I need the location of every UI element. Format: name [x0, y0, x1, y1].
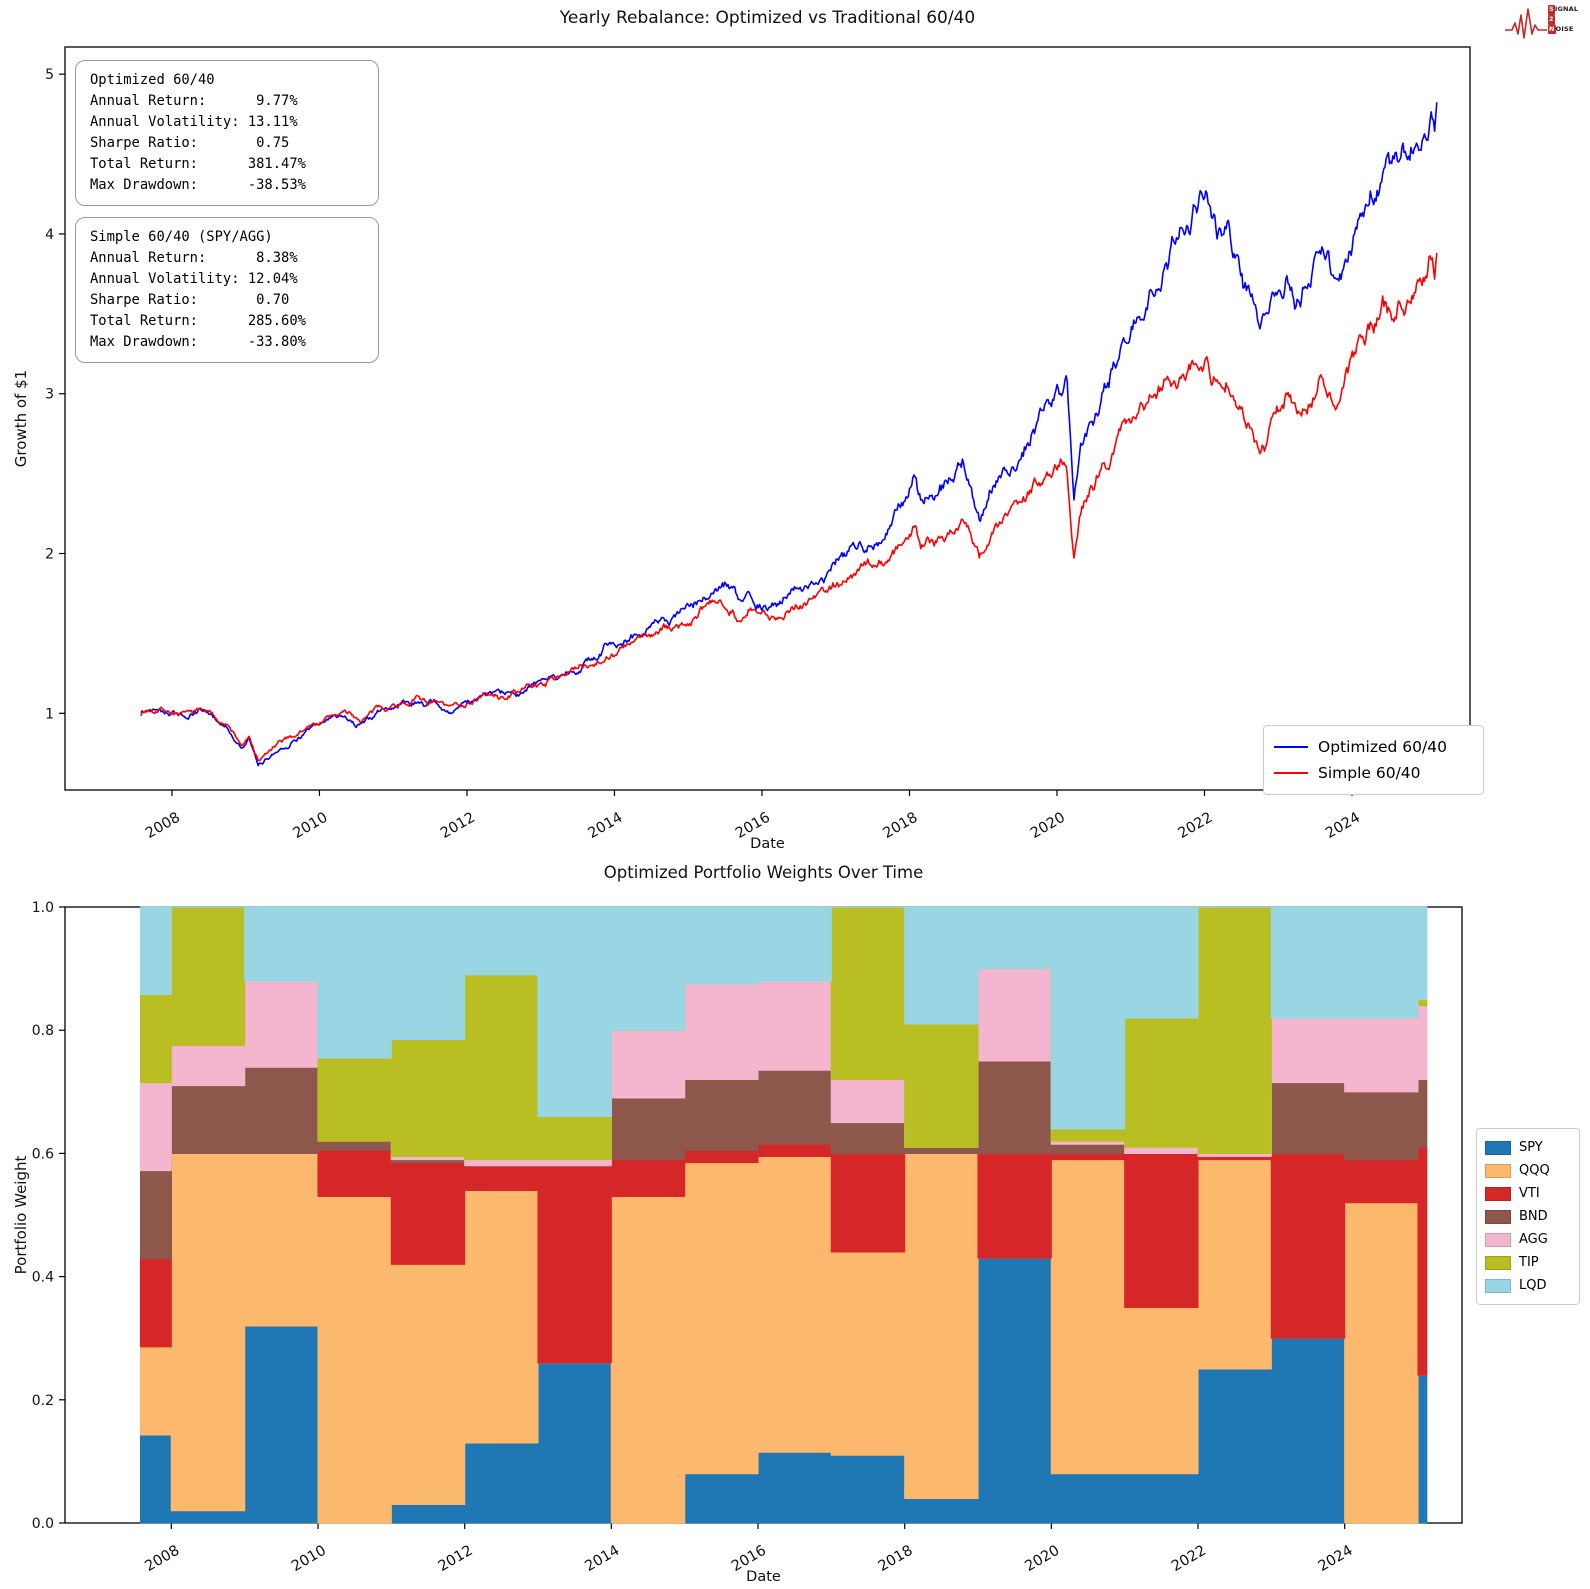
legend-item-simple: Simple 60/40 — [1274, 760, 1473, 786]
svg-text:2024: 2024 — [1323, 810, 1363, 842]
bottom-chart-title: Optimized Portfolio Weights Over Time — [603, 863, 924, 882]
simple-stats-box: Simple 60/40 (SPY/AGG) Annual Return: 8.… — [75, 217, 379, 363]
vti-swatch — [1485, 1186, 1511, 1201]
svg-text:2018: 2018 — [876, 1543, 916, 1575]
svg-text:0.2: 0.2 — [32, 1393, 54, 1409]
svg-text:2020: 2020 — [1022, 1543, 1062, 1575]
legend-item-qqq: QQQ — [1485, 1159, 1571, 1182]
svg-text:2014: 2014 — [586, 810, 626, 842]
svg-text:1: 1 — [45, 706, 54, 722]
simple-line-swatch — [1274, 772, 1308, 774]
svg-text:0.0: 0.0 — [32, 1516, 54, 1532]
svg-text:2012: 2012 — [436, 1543, 476, 1575]
svg-text:5: 5 — [45, 67, 54, 83]
logo-text: SIGNAL 2 NOISE — [1548, 5, 1579, 35]
svg-text:Portfolio Weight: Portfolio Weight — [12, 1156, 30, 1275]
legend-item-vti: VTI — [1485, 1182, 1571, 1205]
logo-badge-2: 2 — [1548, 14, 1555, 25]
legend-item-tip: TIP — [1485, 1251, 1571, 1274]
svg-text:2022: 2022 — [1169, 1543, 1209, 1575]
logo-badge-s: S — [1548, 5, 1555, 15]
svg-text:2018: 2018 — [881, 810, 921, 842]
signal2noise-logo: SIGNAL 2 NOISE — [1504, 3, 1582, 43]
legend-item-optimized: Optimized 60/40 — [1274, 734, 1473, 760]
svg-text:1.0: 1.0 — [32, 900, 54, 916]
svg-text:2010: 2010 — [289, 1543, 329, 1575]
optimized-line-swatch — [1274, 746, 1308, 748]
legend-item-bnd: BND — [1485, 1205, 1571, 1228]
lqd-swatch — [1485, 1278, 1511, 1293]
legend-item-lqd: LQD — [1485, 1274, 1571, 1297]
svg-text:3: 3 — [45, 387, 54, 403]
svg-text:2022: 2022 — [1176, 810, 1216, 842]
legend-item-spy: SPY — [1485, 1136, 1571, 1159]
legend-item-agg: AGG — [1485, 1228, 1571, 1251]
svg-text:2: 2 — [45, 547, 54, 563]
spy-swatch — [1485, 1140, 1511, 1155]
svg-text:2008: 2008 — [143, 810, 183, 842]
svg-text:Date: Date — [746, 1569, 781, 1585]
svg-text:4: 4 — [45, 227, 54, 243]
svg-text:0.8: 0.8 — [32, 1023, 54, 1039]
svg-text:0.6: 0.6 — [32, 1146, 54, 1162]
svg-text:Growth of $1: Growth of $1 — [12, 370, 30, 467]
qqq-swatch — [1485, 1163, 1511, 1178]
svg-text:2008: 2008 — [142, 1543, 182, 1575]
svg-text:2014: 2014 — [582, 1543, 622, 1575]
top-chart-legend: Optimized 60/40 Simple 60/40 — [1263, 725, 1484, 795]
svg-text:2024: 2024 — [1316, 1543, 1356, 1575]
svg-text:2020: 2020 — [1028, 810, 1068, 842]
svg-text:Date: Date — [750, 836, 785, 852]
svg-text:2010: 2010 — [290, 810, 330, 842]
ekg-waveform-icon — [1505, 8, 1547, 39]
top-chart-title: Yearly Rebalance: Optimized vs Tradition… — [559, 8, 976, 28]
tip-swatch — [1485, 1255, 1511, 1270]
svg-text:0.4: 0.4 — [32, 1270, 54, 1286]
bottom-chart-legend: SPY QQQ VTI BND AGG TIP LQD — [1476, 1128, 1580, 1305]
logo-badge-n: N — [1548, 24, 1556, 35]
agg-swatch — [1485, 1232, 1511, 1247]
bnd-swatch — [1485, 1209, 1511, 1224]
svg-text:2012: 2012 — [438, 810, 478, 842]
optimized-stats-box: Optimized 60/40 Annual Return: 9.77% Ann… — [75, 60, 379, 206]
